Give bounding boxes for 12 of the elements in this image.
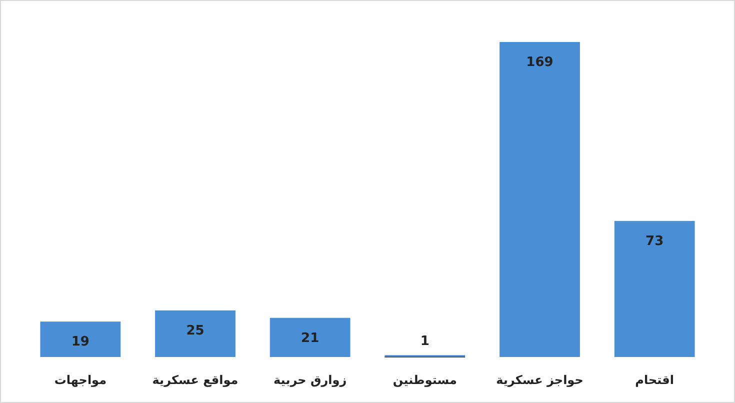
data-label: 21: [301, 330, 320, 346]
data-label: 169: [526, 55, 554, 70]
x-tick-label: مواقع عسكرية: [152, 373, 238, 387]
data-label: 25: [186, 323, 204, 338]
data-label: 19: [71, 334, 90, 350]
x-tick-label: اقتحام: [635, 373, 674, 387]
data-label: 1: [420, 334, 430, 350]
x-tick-label: زوارق حربية: [274, 373, 347, 387]
x-tick-label: مستوطنين: [392, 373, 457, 387]
x-tick-label: مواجهات: [54, 373, 107, 387]
data-label: 73: [646, 234, 664, 249]
x-tick-label: حواجز عسكرية: [496, 373, 584, 387]
